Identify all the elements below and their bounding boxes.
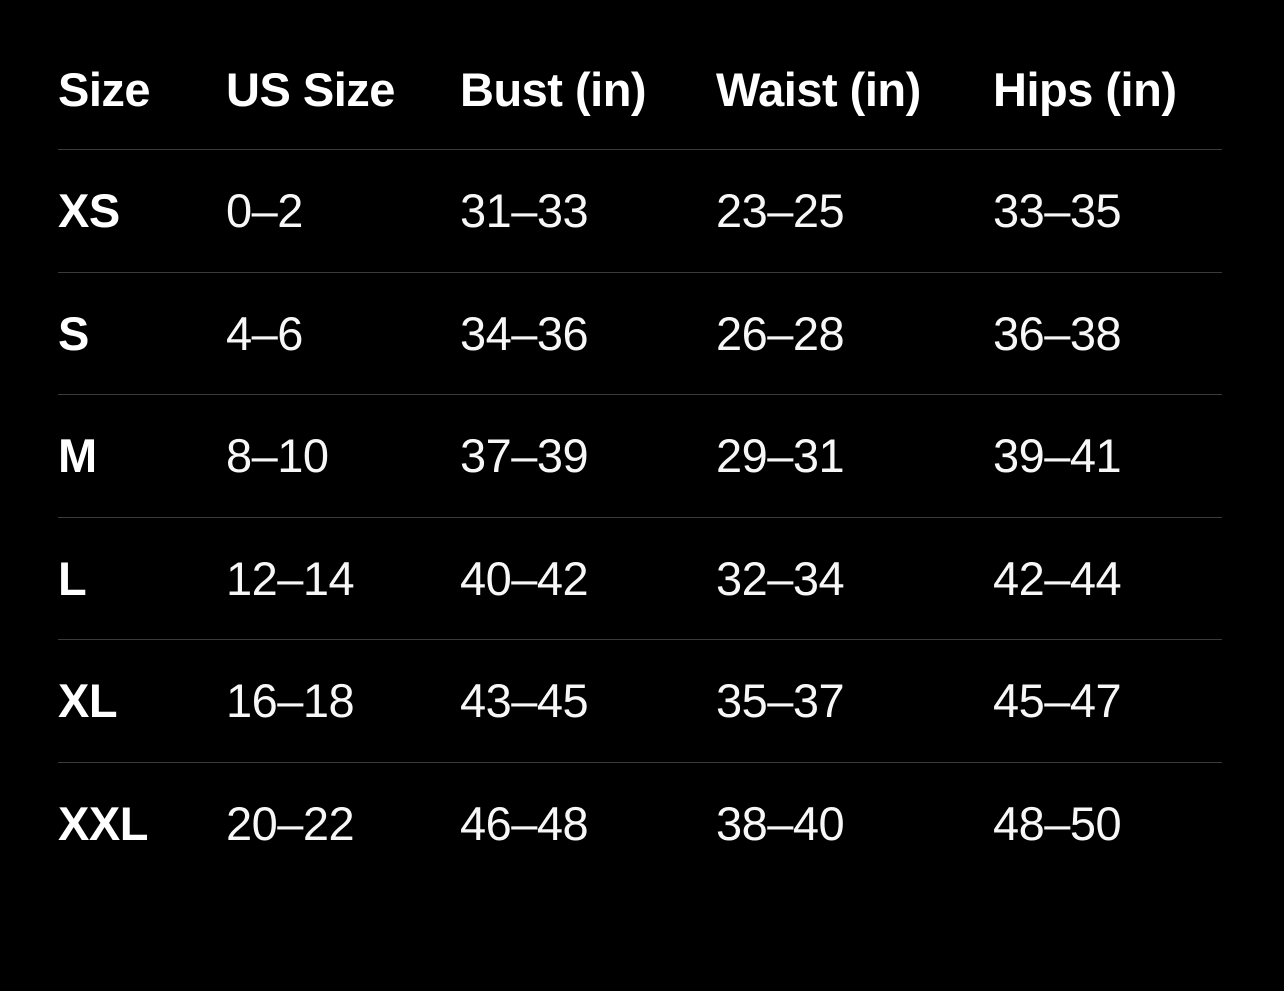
cell-bust: 34–36 (460, 306, 589, 360)
cell-us-size: 4–6 (226, 306, 303, 360)
column-header-waist: Waist (in) (716, 62, 921, 116)
column-header-bust: Bust (in) (460, 62, 647, 116)
cell-size: S (58, 306, 89, 360)
cell-hips: 39–41 (993, 429, 1122, 483)
cell-bust: 37–39 (460, 429, 589, 483)
cell-bust: 46–48 (460, 797, 589, 851)
table-header-row: Size US Size Bust (in) Waist (in) Hips (… (58, 0, 1222, 150)
table-body: XS 0–2 31–33 23–25 33–35 S 4–6 34–36 26–… (58, 150, 1222, 885)
column-header-us-size: US Size (226, 62, 395, 116)
cell-waist: 35–37 (716, 674, 845, 728)
cell-hips: 36–38 (993, 306, 1122, 360)
cell-waist: 26–28 (716, 306, 845, 360)
table-row: XL 16–18 43–45 35–37 45–47 (58, 640, 1222, 763)
cell-us-size: 0–2 (226, 184, 303, 238)
table-row: L 12–14 40–42 32–34 42–44 (58, 518, 1222, 640)
cell-size: XL (58, 674, 118, 728)
table-row: S 4–6 34–36 26–28 36–38 (58, 273, 1222, 395)
table-row: M 8–10 37–39 29–31 39–41 (58, 395, 1222, 518)
cell-waist: 23–25 (716, 184, 845, 238)
cell-waist: 32–34 (716, 551, 845, 605)
cell-bust: 43–45 (460, 674, 589, 728)
cell-us-size: 8–10 (226, 429, 329, 483)
table-row: XXL 20–22 46–48 38–40 48–50 (58, 763, 1222, 886)
cell-waist: 38–40 (716, 797, 845, 851)
cell-hips: 45–47 (993, 674, 1122, 728)
cell-bust: 40–42 (460, 551, 589, 605)
cell-us-size: 12–14 (226, 551, 355, 605)
cell-us-size: 20–22 (226, 797, 355, 851)
cell-waist: 29–31 (716, 429, 845, 483)
cell-hips: 42–44 (993, 551, 1122, 605)
column-header-hips: Hips (in) (993, 62, 1177, 116)
size-chart-table: Size US Size Bust (in) Waist (in) Hips (… (58, 0, 1222, 885)
cell-hips: 33–35 (993, 184, 1122, 238)
cell-size: M (58, 429, 97, 483)
cell-size: XXL (58, 797, 148, 851)
cell-size: L (58, 551, 87, 605)
column-header-size: Size (58, 62, 151, 116)
cell-bust: 31–33 (460, 184, 589, 238)
cell-us-size: 16–18 (226, 674, 355, 728)
cell-hips: 48–50 (993, 797, 1122, 851)
table-row: XS 0–2 31–33 23–25 33–35 (58, 150, 1222, 273)
cell-size: XS (58, 184, 120, 238)
